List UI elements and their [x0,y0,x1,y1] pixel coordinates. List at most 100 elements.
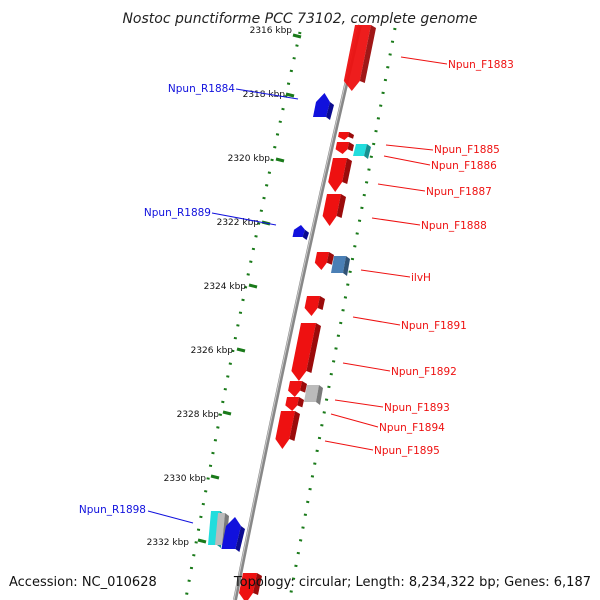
gene-forward-9 [291,323,321,381]
gene-face [353,144,367,156]
gene-forward-2 [335,142,354,154]
gene-side [326,102,334,120]
gene-labels: Npun_F1883 Npun_F1885 Npun_F1886 Npun_F1887… [79,56,514,524]
gene-forward-0 [343,25,376,91]
gene-side [289,411,300,441]
tick-mark [285,92,295,98]
genome-summary-text: Topology: circular; Length: 8,234,322 bp… [233,575,591,590]
leader-line [377,183,426,192]
gene-side [359,25,376,83]
gene-face [313,93,330,117]
tick-mark [197,538,207,544]
tick-mark [248,283,258,289]
gene-side [300,381,307,393]
gene-forward-1 [338,132,354,140]
leader-line [324,440,374,451]
tick-label: 2316 kbp [250,26,293,36]
leader-line [147,510,194,524]
gene-side [364,144,371,159]
gene-label-reverse: Npun_R1889 [144,207,211,219]
gene-forward-6 [314,252,334,270]
gene-face [338,132,349,140]
leader-line [211,212,277,226]
gene-side [306,323,321,373]
tick-mark [222,410,232,416]
gene-label-forward: Npun_F1892 [391,366,457,378]
strand-guide-1 [288,27,397,599]
tick-label: 2322 kbp [217,218,260,228]
tick-label: 2318 kbp [243,90,286,100]
gene-side [317,296,325,310]
gene-features [208,25,376,600]
leader-line [371,217,421,226]
leader-line [360,269,411,278]
gene-forward-3 [353,144,371,159]
gene-forward-13 [275,411,300,449]
gene-label-forward: Npun_F1895 [374,445,440,457]
leader-line [235,88,299,100]
gene-forward-12 [285,397,304,411]
gene-label-forward: Npun_F1891 [401,320,467,332]
gene-face [331,256,346,273]
gene-label-forward: Npun_F1888 [421,220,487,232]
tick-label: 2326 kbp [191,346,234,356]
gene-face [328,158,347,192]
leader-line [400,56,448,65]
gene-face [288,381,302,397]
gene-forward-10 [288,381,307,397]
gene-reverse-0 [313,93,334,120]
strand-guide-dots [184,27,397,599]
backbone-line [233,24,362,600]
gene-face [304,385,319,402]
gene-face [275,411,295,449]
gene-face [285,397,299,411]
leader-line [342,362,391,372]
kbp-ticks: 2316 kbp 2318 kbp 2320 kbp 2322 kbp 2324 kbp… [147,26,302,548]
gene-face [343,25,371,91]
gene-forward-5 [322,194,346,226]
tick-label: 2330 kbp [164,474,207,484]
gene-label-forward: ilvH [411,272,431,284]
tick-mark [292,33,302,39]
gene-side [347,142,354,152]
accession-text: Accession: NC_010628 [9,575,157,590]
gene-side [302,229,309,240]
gene-face [335,142,349,154]
gene-side [253,573,262,595]
leader-line [352,316,401,326]
tick-mark [275,157,285,163]
gene-face [292,225,305,237]
gene-label-reverse: Npun_R1898 [79,504,146,516]
gene-side [342,158,352,184]
gene-face [221,517,241,549]
gene-label-forward: Npun_F1886 [431,160,497,172]
gene-forward-7 [331,256,350,276]
gene-reverse-4 [221,517,245,552]
gene-face [291,323,316,381]
gene-forward-11 [304,385,323,405]
tick-label: 2320 kbp [228,154,271,164]
gene-side [326,252,334,265]
gene-side [343,256,350,276]
backbone-highlight [233,24,360,600]
gene-label-forward: Npun_F1893 [384,402,450,414]
genome-backbone [233,24,362,600]
tick-label: 2332 kbp [147,538,190,548]
map-title: Nostoc punctiforme PCC 73102, complete g… [122,11,477,27]
gene-face [239,573,257,600]
strand-guide-0 [184,31,302,599]
gene-forward-8 [304,296,325,316]
gene-reverse-1 [292,225,309,240]
gene-face [314,252,329,270]
gene-face [322,194,341,226]
gene-face [215,513,225,545]
leader-line [330,413,379,428]
gene-label-reverse: Npun_R1884 [168,83,235,95]
tick-label: 2324 kbp [204,282,247,292]
gene-side [316,385,323,405]
gene-forward-14 [239,573,262,600]
leader-line [334,399,384,408]
gene-side [297,397,304,408]
leader-line [385,144,434,151]
